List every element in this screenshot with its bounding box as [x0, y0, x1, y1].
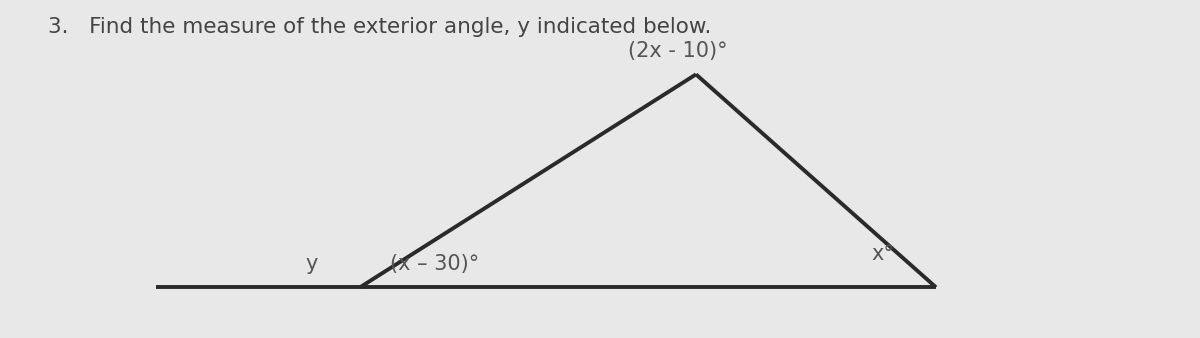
- Text: (x – 30)°: (x – 30)°: [390, 254, 479, 274]
- Text: y: y: [306, 254, 318, 274]
- Text: x°: x°: [871, 244, 894, 264]
- Text: 3.   Find the measure of the exterior angle, y indicated below.: 3. Find the measure of the exterior angl…: [48, 17, 712, 37]
- Text: (2x - 10)°: (2x - 10)°: [628, 41, 728, 61]
